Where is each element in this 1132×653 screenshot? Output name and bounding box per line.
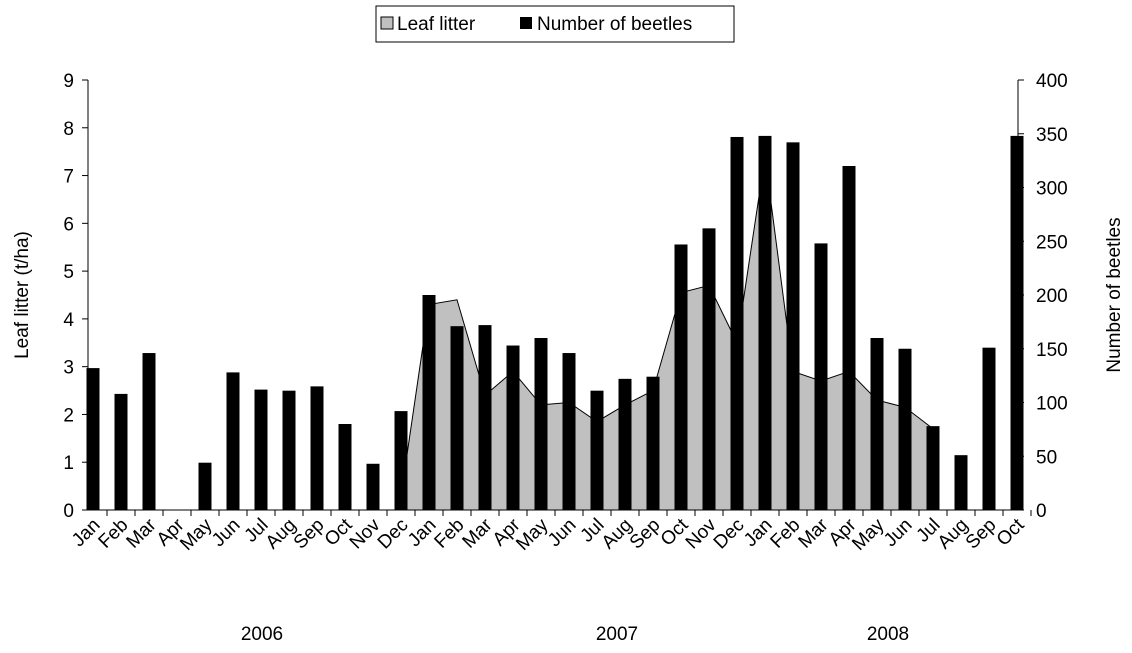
beetle-bar — [86, 368, 100, 510]
beetle-bar — [254, 389, 268, 510]
beetle-bar — [926, 426, 940, 510]
y-tick-label: 1 — [63, 453, 74, 474]
beetle-bar — [898, 348, 912, 510]
beetle-bar — [646, 376, 660, 510]
y-tick-label: 2 — [63, 405, 74, 426]
beetle-bar — [954, 455, 968, 510]
beetle-bar — [310, 386, 324, 510]
x-tick-label: Oct — [993, 514, 1029, 550]
y-tick-label: 0 — [63, 501, 74, 522]
y2-tick-label: 200 — [1036, 286, 1068, 307]
beetle-bar — [786, 142, 800, 510]
year-label: 2007 — [596, 624, 638, 645]
y-tick-label: 4 — [63, 310, 74, 331]
beetle-bar — [450, 326, 464, 510]
y2-tick-label: 350 — [1036, 125, 1068, 146]
year-label: 2008 — [867, 624, 909, 645]
y2-axis-title: Number of beetles — [1104, 217, 1125, 372]
y-tick-label: 5 — [63, 262, 74, 283]
beetle-bar — [702, 228, 716, 510]
y2-tick-label: 300 — [1036, 179, 1068, 200]
beetle-bar — [198, 462, 212, 510]
beetle-bar — [226, 372, 240, 510]
beetle-bar — [506, 345, 520, 510]
x-tick-label: Jun — [544, 515, 581, 552]
y-tick-label: 9 — [63, 71, 74, 92]
y2-tick-label: 0 — [1036, 501, 1047, 522]
beetle-bar — [982, 347, 996, 510]
beetle-bar — [590, 390, 604, 510]
x-tick-label: Jun — [880, 515, 917, 552]
y-tick-label: 7 — [63, 167, 74, 188]
beetle-bar — [842, 166, 856, 510]
beetle-bar — [338, 424, 352, 510]
legend-box — [375, 5, 735, 43]
beetle-bar — [422, 295, 436, 510]
beetle-bar — [366, 463, 380, 510]
beetle-bar — [394, 411, 408, 510]
legend-swatch — [520, 17, 532, 29]
y2-tick-label: 150 — [1036, 340, 1068, 361]
y2-tick-label: 400 — [1036, 71, 1068, 92]
beetle-bar — [142, 353, 156, 510]
y2-tick-label: 100 — [1036, 394, 1068, 415]
legend: Leaf litter Number of beetles — [375, 5, 735, 43]
legend-label: Leaf litter — [397, 14, 476, 35]
beetle-bar — [562, 353, 576, 510]
x-tick-label: Jun — [208, 515, 245, 552]
legend-label: Number of beetles — [537, 14, 692, 35]
beetle-bar — [618, 378, 632, 510]
y-tick-label: 3 — [63, 358, 74, 379]
beetle-bar — [1010, 135, 1024, 510]
beetle-bar — [758, 135, 772, 510]
beetle-bar — [478, 325, 492, 510]
beetle-bar — [282, 390, 296, 510]
y-axis-title: Leaf litter (t/ha) — [12, 231, 33, 359]
beetle-bar — [870, 338, 884, 510]
y-tick-label: 8 — [63, 119, 74, 140]
beetle-bar — [730, 136, 744, 510]
y2-tick-label: 250 — [1036, 232, 1068, 253]
y2-tick-label: 50 — [1036, 447, 1057, 468]
y-tick-label: 6 — [63, 214, 74, 235]
beetle-bar — [814, 243, 828, 510]
year-label: 2006 — [241, 624, 283, 645]
beetle-bar — [674, 244, 688, 510]
beetle-bar — [534, 338, 548, 510]
legend-swatch — [380, 16, 394, 30]
beetle-bar — [114, 393, 128, 510]
